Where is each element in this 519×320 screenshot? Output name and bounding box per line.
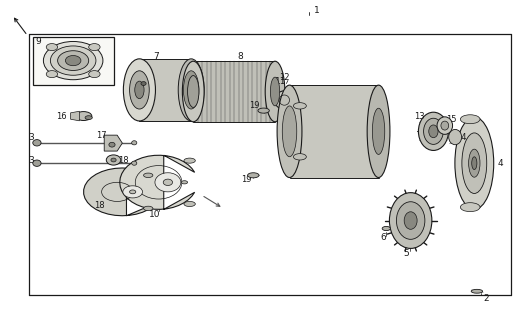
Text: 16: 16 — [57, 112, 67, 121]
Polygon shape — [290, 85, 378, 178]
Ellipse shape — [130, 71, 149, 109]
Ellipse shape — [367, 85, 390, 178]
Text: 5: 5 — [403, 249, 409, 258]
Ellipse shape — [46, 71, 58, 78]
Ellipse shape — [130, 190, 136, 194]
Ellipse shape — [178, 59, 204, 121]
Text: 18: 18 — [94, 201, 104, 210]
Ellipse shape — [293, 103, 306, 109]
Polygon shape — [120, 155, 195, 209]
Ellipse shape — [265, 61, 285, 122]
Ellipse shape — [460, 203, 480, 212]
Polygon shape — [140, 59, 191, 121]
Ellipse shape — [404, 212, 417, 229]
Text: 1: 1 — [313, 6, 319, 15]
Ellipse shape — [424, 118, 443, 144]
Ellipse shape — [282, 106, 297, 157]
Ellipse shape — [109, 142, 115, 147]
Ellipse shape — [293, 154, 306, 160]
Ellipse shape — [163, 179, 172, 186]
Ellipse shape — [50, 46, 96, 75]
Text: 13: 13 — [414, 112, 424, 121]
Ellipse shape — [187, 76, 199, 108]
Text: 19: 19 — [249, 101, 260, 110]
Ellipse shape — [124, 59, 156, 121]
Text: 9: 9 — [35, 37, 41, 46]
Ellipse shape — [155, 173, 181, 192]
Ellipse shape — [441, 121, 449, 130]
Ellipse shape — [181, 181, 187, 184]
Text: 7: 7 — [153, 52, 159, 61]
Ellipse shape — [144, 173, 153, 178]
Ellipse shape — [462, 133, 487, 194]
Polygon shape — [71, 111, 79, 121]
Ellipse shape — [270, 77, 280, 106]
Ellipse shape — [75, 112, 92, 121]
Ellipse shape — [460, 115, 480, 124]
Ellipse shape — [89, 44, 100, 51]
Text: 10: 10 — [149, 210, 161, 219]
Ellipse shape — [33, 160, 41, 166]
Polygon shape — [193, 61, 275, 122]
Ellipse shape — [248, 173, 259, 178]
Ellipse shape — [277, 85, 302, 178]
Ellipse shape — [144, 206, 153, 211]
Text: 14: 14 — [456, 133, 467, 142]
Text: 18: 18 — [118, 156, 129, 164]
Ellipse shape — [275, 91, 294, 109]
Text: 12: 12 — [279, 73, 290, 82]
Text: 3: 3 — [28, 132, 34, 141]
Ellipse shape — [184, 158, 195, 163]
Ellipse shape — [33, 140, 41, 146]
Ellipse shape — [449, 129, 461, 145]
Text: 4: 4 — [497, 159, 503, 168]
Text: 17: 17 — [97, 131, 107, 140]
Ellipse shape — [455, 117, 494, 209]
Ellipse shape — [469, 149, 480, 177]
Ellipse shape — [89, 71, 100, 78]
Text: 19: 19 — [241, 175, 252, 184]
Ellipse shape — [397, 202, 425, 239]
Text: 11: 11 — [275, 77, 286, 86]
Ellipse shape — [372, 108, 385, 155]
Bar — [33, 37, 114, 85]
Polygon shape — [84, 168, 157, 216]
Ellipse shape — [58, 51, 89, 70]
Text: 8: 8 — [237, 52, 243, 61]
Ellipse shape — [141, 82, 146, 85]
Ellipse shape — [429, 125, 438, 138]
Ellipse shape — [418, 112, 448, 150]
Ellipse shape — [106, 155, 121, 165]
Polygon shape — [104, 135, 122, 151]
Text: 2: 2 — [483, 294, 489, 303]
Ellipse shape — [183, 71, 199, 109]
Ellipse shape — [182, 61, 204, 122]
Ellipse shape — [85, 116, 92, 120]
Ellipse shape — [111, 158, 116, 162]
Ellipse shape — [123, 186, 143, 198]
Ellipse shape — [46, 44, 58, 51]
Ellipse shape — [258, 108, 269, 113]
Ellipse shape — [132, 161, 137, 165]
Ellipse shape — [472, 157, 477, 170]
Ellipse shape — [132, 141, 137, 145]
Text: 15: 15 — [446, 115, 456, 124]
Ellipse shape — [382, 227, 390, 231]
Ellipse shape — [65, 55, 81, 66]
Ellipse shape — [135, 81, 144, 99]
Ellipse shape — [471, 289, 483, 293]
Ellipse shape — [184, 201, 195, 206]
Text: 3: 3 — [28, 156, 34, 165]
Ellipse shape — [437, 117, 453, 134]
Ellipse shape — [44, 42, 103, 80]
Text: 6: 6 — [381, 233, 387, 242]
Ellipse shape — [389, 193, 432, 248]
